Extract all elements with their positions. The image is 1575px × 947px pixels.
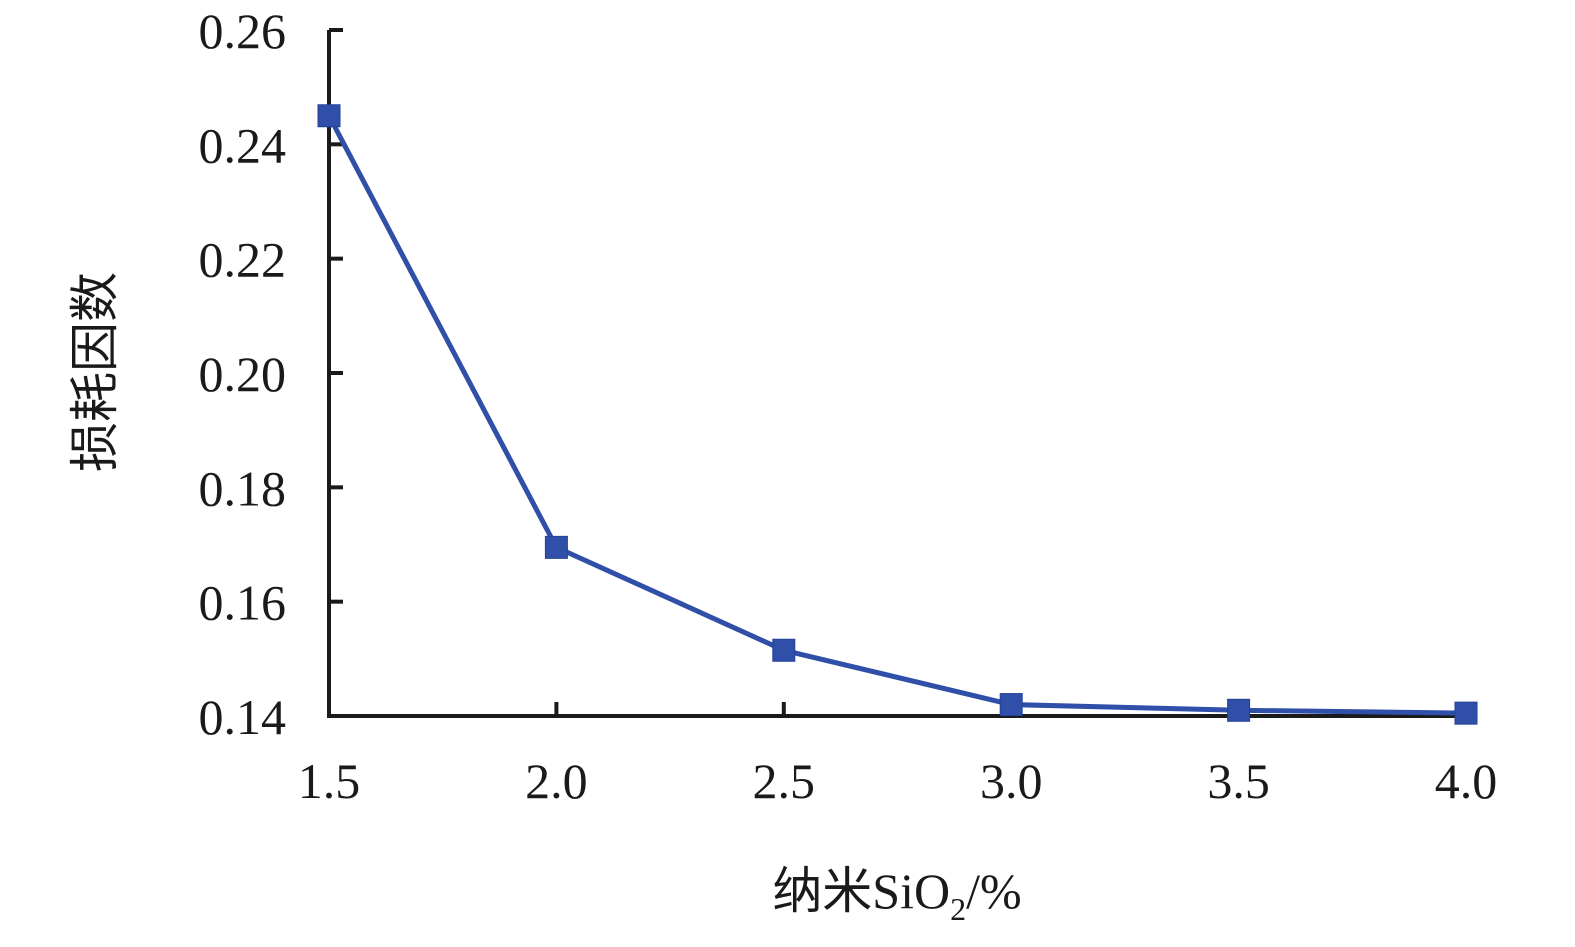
data-point <box>999 693 1023 717</box>
data-point <box>317 104 341 128</box>
x-tick-label: 3.0 <box>980 753 1043 809</box>
data-point <box>1454 701 1478 725</box>
y-tick-label: 0.26 <box>199 3 287 59</box>
x-axis-title-suffix: /% <box>966 863 1022 919</box>
x-tick-label: 1.5 <box>298 753 361 809</box>
data-point <box>544 535 568 559</box>
y-tick-label: 0.22 <box>199 232 287 288</box>
labels-layer: 损耗因数 纳米SiO2/% <box>67 272 1022 927</box>
y-tick-label: 0.16 <box>199 575 287 631</box>
y-tick-label: 0.18 <box>199 460 287 516</box>
data-point <box>772 638 796 662</box>
x-axis-title-main: 纳米SiO <box>772 863 950 919</box>
x-tick-label: 2.0 <box>525 753 588 809</box>
x-axis-title: 纳米SiO2/% <box>772 863 1021 927</box>
data-point <box>1227 698 1251 722</box>
axes <box>327 30 1466 718</box>
series-line <box>326 114 1467 716</box>
x-tick-label: 2.5 <box>753 753 816 809</box>
series-layer <box>317 104 1478 725</box>
x-tick-label: 4.0 <box>1435 753 1498 809</box>
y-tick-label: 0.20 <box>199 346 287 402</box>
x-axis-title-subscript: 2 <box>950 891 966 927</box>
x-tick-label: 3.5 <box>1207 753 1270 809</box>
y-tick-label: 0.24 <box>199 117 287 173</box>
ticks: 0.14 0.16 0.18 0.20 0.22 0.24 0.26 1.5 2.0 2.5 3.0… <box>199 3 1498 809</box>
y-axis-title: 损耗因数 <box>67 272 123 472</box>
y-tick-label: 0.14 <box>199 689 287 745</box>
